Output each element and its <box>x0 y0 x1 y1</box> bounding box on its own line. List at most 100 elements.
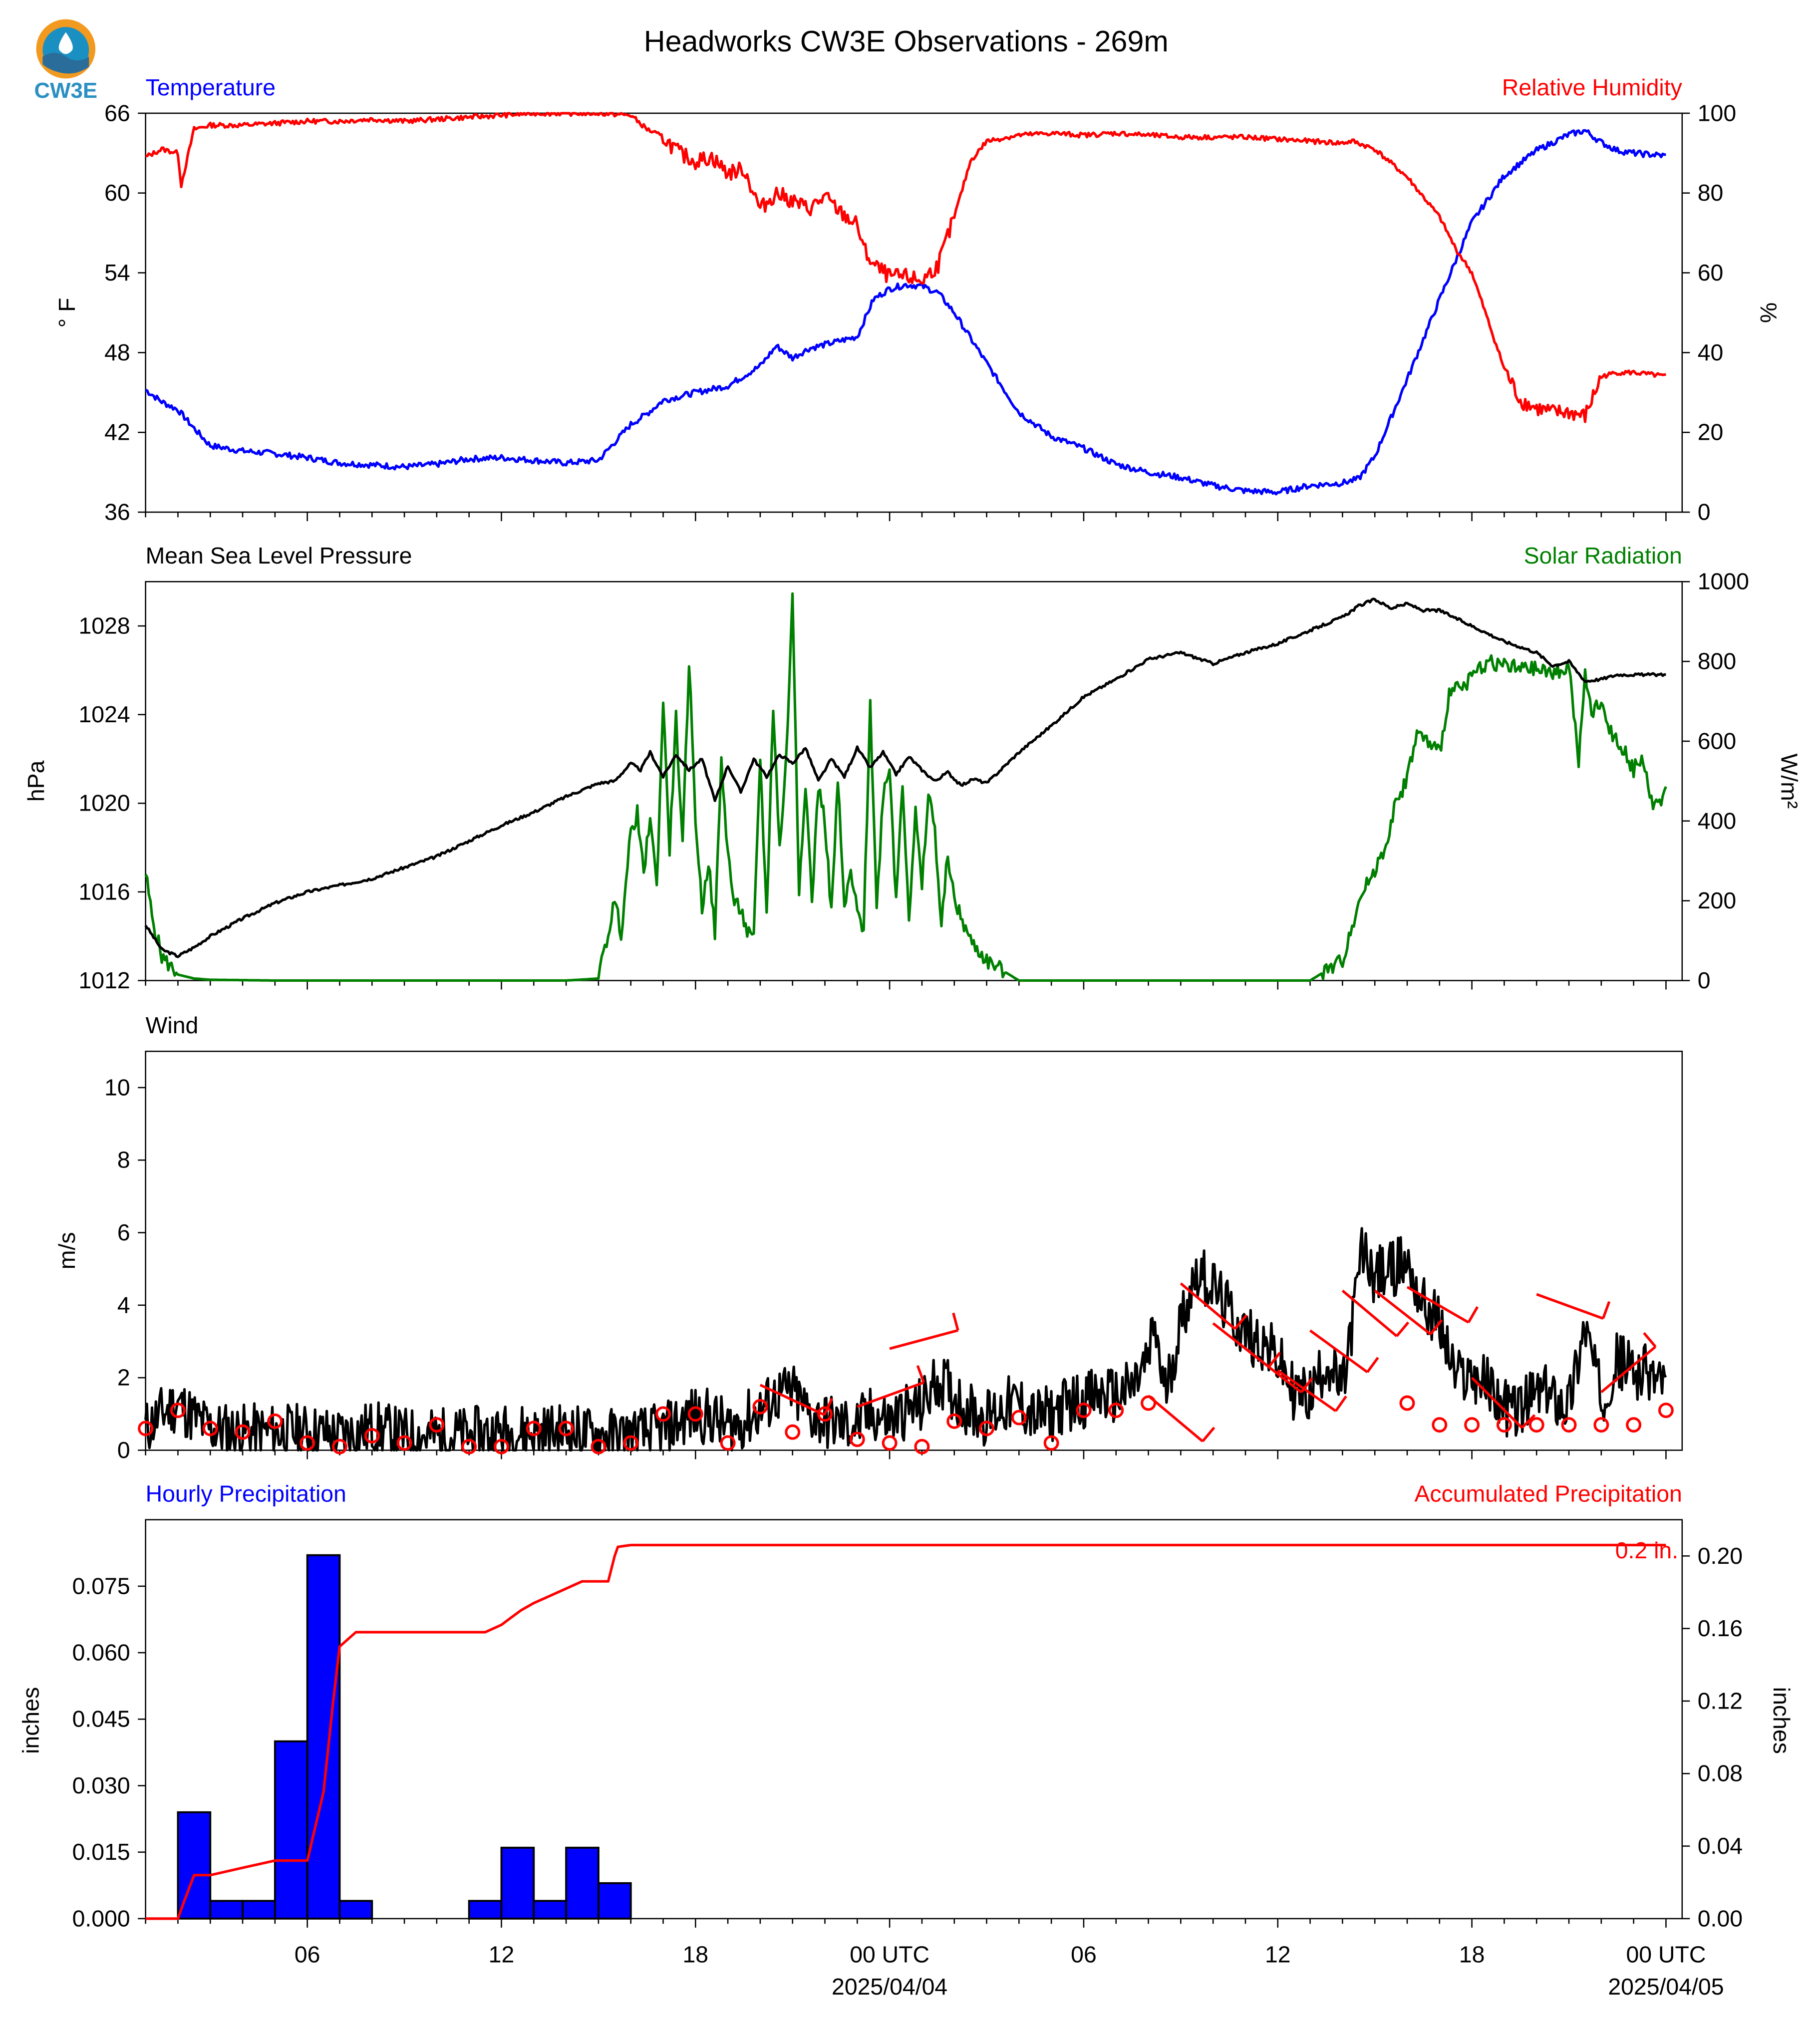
wind-calm-marker <box>1626 1417 1642 1433</box>
precip-bar <box>565 1846 600 1920</box>
panel-title-wind: Wind <box>146 1012 199 1038</box>
y-tick-label: 0.000 <box>72 1905 130 1931</box>
temperature-humidity-panel: 36 42 48 54 60 66 0 20 40 60 80 100 Temperature Relat… <box>54 74 1782 525</box>
wind-calm-marker <box>1043 1435 1059 1451</box>
wind-calm-marker <box>396 1435 412 1451</box>
precip-bar <box>597 1882 632 1920</box>
y-tick-label: 66 <box>104 100 130 126</box>
logo-wave <box>42 52 89 74</box>
wind-calm-marker <box>331 1439 347 1454</box>
wind-calm-marker <box>720 1435 736 1451</box>
panel-title-accumulated-precip: Accumulated Precipitation <box>1414 1481 1682 1507</box>
wind-barb-flag <box>916 1365 925 1383</box>
panel-title-humidity: Relative Humidity <box>1502 74 1683 100</box>
wind-calm-marker <box>882 1435 898 1451</box>
wind-panel: 0 2 4 6 8 10 Wind m/s <box>54 1012 1683 1463</box>
y-tick-label: 1016 <box>79 878 130 904</box>
wind-barb <box>1341 1289 1398 1337</box>
precip-bar <box>306 1554 341 1920</box>
wind-barb-flag <box>1521 1414 1536 1429</box>
wind-calm-marker <box>1561 1417 1577 1433</box>
wind-barb-flag <box>1602 1301 1611 1319</box>
wind-calm-marker <box>138 1421 154 1437</box>
panel-title-temperature: Temperature <box>146 74 276 100</box>
plot-frame <box>145 1519 1683 1920</box>
wind-calm-marker <box>591 1439 607 1454</box>
y-tick-label: 54 <box>104 260 130 286</box>
wind-calm-marker <box>267 1413 283 1429</box>
wind-calm-marker <box>817 1406 833 1422</box>
wind-calm-marker <box>1399 1395 1415 1411</box>
y-axis-label: m/s <box>54 1232 80 1269</box>
wind-speed-line <box>144 1227 1667 1452</box>
wind-barb-flag <box>1300 1377 1313 1393</box>
y-tick-label-right: 0.16 <box>1698 1615 1743 1641</box>
y-tick-label-right: 400 <box>1698 808 1736 834</box>
y-axis-label: inches <box>18 1687 44 1754</box>
wind-barb <box>1309 1329 1368 1374</box>
y-tick-label: 0 <box>117 1437 130 1463</box>
y-tick-label: 60 <box>104 180 130 206</box>
y-tick-label-right: 0 <box>1698 499 1711 525</box>
wind-calm-marker <box>849 1432 865 1448</box>
x-tick-label: 00 UTC <box>850 1942 929 1968</box>
y-tick-label: 6 <box>117 1219 130 1245</box>
wind-barb-flag <box>1396 1321 1410 1337</box>
wind-barb-flag <box>1202 1427 1215 1443</box>
precipitation-panel: 0.000 0.015 0.030 0.045 0.060 0.075 0.00 0.04 0.… <box>18 1481 1795 1932</box>
wind-barb <box>1147 1395 1204 1443</box>
wind-calm-marker <box>1658 1403 1674 1419</box>
y-tick-label: 4 <box>117 1292 130 1318</box>
x-tick-label: 12 <box>489 1942 515 1968</box>
plot-frame <box>145 112 1683 513</box>
x-tick-label: 12 <box>1265 1942 1291 1968</box>
wind-calm-marker <box>1432 1417 1448 1433</box>
precip-bar <box>209 1900 244 1920</box>
wind-barb <box>1600 1346 1657 1394</box>
wind-calm-marker <box>1076 1403 1092 1419</box>
wind-barb <box>1277 1369 1337 1413</box>
wind-barb-flag <box>1366 1357 1379 1373</box>
precip-bar <box>533 1900 568 1920</box>
precip-bar <box>274 1740 308 1920</box>
wind-calm-marker <box>494 1439 509 1454</box>
y-axis-label-right: % <box>1756 302 1782 323</box>
solar-radiation-line <box>144 592 1667 982</box>
y-tick-label-right: 0.08 <box>1698 1760 1743 1786</box>
wind-barb <box>857 1381 924 1408</box>
wind-calm-marker <box>300 1435 315 1451</box>
wind-barb <box>1406 1286 1470 1324</box>
precip-bar <box>468 1900 503 1920</box>
wind-barb <box>759 1384 825 1416</box>
y-tick-label-right: 100 <box>1698 100 1736 126</box>
wind-calm-marker <box>526 1421 542 1437</box>
x-date-label: 2025/04/05 <box>1608 1974 1724 2000</box>
y-tick-label: 48 <box>104 339 130 365</box>
y-tick-label: 8 <box>117 1147 130 1173</box>
y-tick-label-right: 0.20 <box>1698 1543 1743 1569</box>
y-tick-label-right: 800 <box>1698 648 1736 674</box>
y-tick-label-right: 20 <box>1698 419 1724 445</box>
y-tick-label: 42 <box>104 419 130 445</box>
pressure-radiation-panel: 1012 1016 1020 1024 1028 0 200 400 600 800 1000 Mea… <box>23 543 1802 993</box>
cw3e-logo: CW3E <box>34 19 97 103</box>
wind-barb <box>1471 1377 1523 1429</box>
wind-barb <box>1244 1347 1302 1394</box>
y-tick-label-right: 40 <box>1698 339 1724 365</box>
plot-frame <box>145 1050 1683 1451</box>
temperature-line <box>145 129 1666 496</box>
wind-calm-marker <box>655 1406 671 1422</box>
wind-calm-marker <box>202 1421 218 1437</box>
y-axis-label: ° F <box>54 298 80 328</box>
wind-calm-marker <box>752 1399 768 1415</box>
wind-calm-marker <box>1593 1417 1609 1433</box>
y-tick-label: 0.015 <box>72 1839 130 1865</box>
y-tick-label: 2 <box>117 1365 130 1391</box>
wind-calm-marker <box>785 1424 801 1440</box>
wind-calm-marker <box>687 1406 703 1422</box>
x-date-label: 2025/04/04 <box>832 1974 947 2000</box>
wind-calm-marker <box>461 1439 477 1454</box>
x-tick-label: 06 <box>1071 1942 1097 1968</box>
panel-title-radiation: Solar Radiation <box>1524 543 1682 569</box>
